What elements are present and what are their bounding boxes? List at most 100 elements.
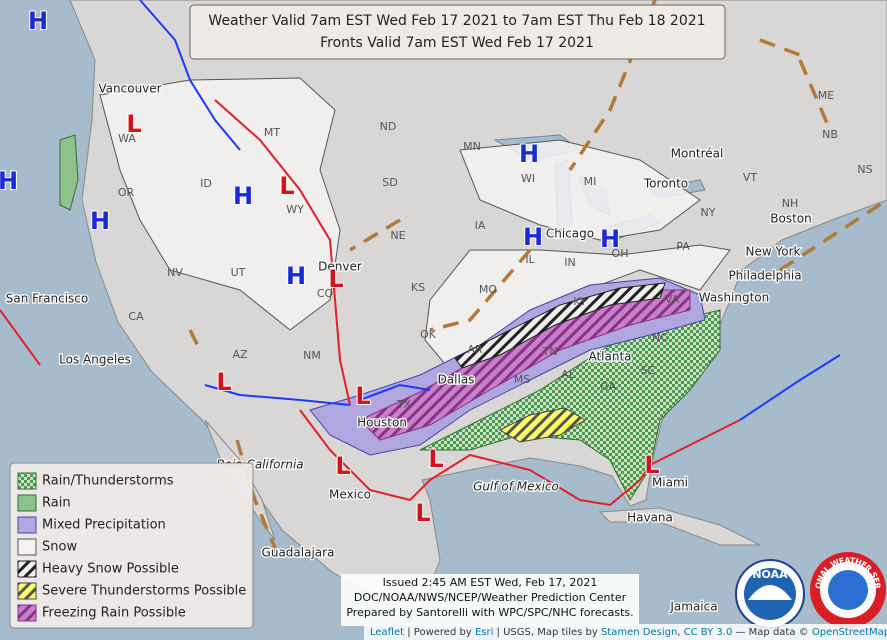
legend-label: Freezing Rain Possible xyxy=(42,606,186,621)
high-pressure: H xyxy=(0,167,18,195)
state-label: TX xyxy=(396,398,412,411)
state-label: ID xyxy=(200,177,212,190)
city-label: Boston xyxy=(770,212,811,226)
state-label: IL xyxy=(525,253,535,266)
state-label: IN xyxy=(564,256,575,269)
attribution-bar xyxy=(364,624,887,640)
state-label: NB xyxy=(822,128,838,141)
state-label: WY xyxy=(286,203,304,216)
legend-box xyxy=(9,462,254,629)
title-line: Weather Valid 7am EST Wed Feb 17 2021 to… xyxy=(208,13,705,29)
legend-swatch xyxy=(17,538,37,556)
state-label: AL xyxy=(561,368,576,381)
state-label: OH xyxy=(612,247,629,260)
attribution-link[interactable]: Esri xyxy=(475,627,493,638)
city-label: Miami xyxy=(652,476,688,490)
state-label: SD xyxy=(382,176,397,189)
attribution-text: , xyxy=(677,627,683,638)
high-pressure: H xyxy=(600,225,620,253)
high-pressure: H xyxy=(523,223,543,251)
city-label: Mexico xyxy=(329,488,371,502)
legend-swatch xyxy=(17,494,37,512)
state-label: UT xyxy=(231,266,246,279)
legend-label: Snow xyxy=(42,540,77,555)
issued-line: Issued 2:45 AM EST Wed, Feb 17, 2021 xyxy=(383,576,598,589)
state-label: ND xyxy=(380,120,397,133)
city-label: Montréal xyxy=(671,147,724,161)
heavy-snow-area xyxy=(454,282,666,369)
noaa-text: NOAA xyxy=(752,568,788,581)
fronts xyxy=(0,0,841,507)
state-label: VA xyxy=(665,293,680,306)
attribution-link[interactable]: OpenStreetMap xyxy=(812,627,887,638)
state-label: MN xyxy=(463,140,481,153)
high-pressure: H xyxy=(90,207,110,235)
legend-swatch xyxy=(17,604,37,622)
low-pressure: L xyxy=(216,368,231,396)
attribution-link[interactable]: CC BY 3.0 xyxy=(684,627,733,638)
legend-label: Rain xyxy=(42,496,71,511)
legend-swatch xyxy=(17,472,37,490)
severe-tstorm-area xyxy=(498,407,586,443)
state-label: NM xyxy=(303,349,321,362)
city-label: Gulf of Mexico xyxy=(473,480,559,494)
state-label: ME xyxy=(818,89,834,102)
city-label: New York xyxy=(746,245,801,259)
state-label: OR xyxy=(118,186,135,199)
legend-swatch xyxy=(17,560,37,578)
attribution: Leaflet | Powered by Esri | USGS, Map ti… xyxy=(370,627,887,638)
state-label: WI xyxy=(521,172,535,185)
state-label: SC xyxy=(641,364,656,377)
noaa-logo: NOAA xyxy=(735,559,805,629)
low-pressure: L xyxy=(415,499,430,527)
state-label: AR xyxy=(467,343,483,356)
high-pressure: H xyxy=(28,7,48,35)
attribution-text: — Map data © xyxy=(732,627,812,638)
high-pressure: H xyxy=(233,182,253,210)
low-pressure: L xyxy=(355,382,370,410)
state-label: MT xyxy=(264,126,280,139)
state-label: TN xyxy=(542,345,558,358)
high-pressure: H xyxy=(519,140,539,168)
legend-label: Rain/Thunderstorms xyxy=(42,474,174,489)
low-pressure: L xyxy=(335,452,350,480)
state-label: PA xyxy=(676,240,690,253)
state-label: AZ xyxy=(232,348,248,361)
cuba xyxy=(598,507,761,546)
state-label: KS xyxy=(411,281,425,294)
city-label: Philadelphia xyxy=(728,269,801,283)
state-label: NC xyxy=(652,331,668,344)
attribution-link[interactable]: Stamen Design xyxy=(601,627,677,638)
state-label: WA xyxy=(118,132,136,145)
city-label: Atlanta xyxy=(588,350,631,364)
state-label: OK xyxy=(420,328,437,341)
city-label: San Francisco xyxy=(6,292,88,306)
legend-swatch xyxy=(17,516,37,534)
city-label: Vancouver xyxy=(98,82,161,96)
city-label: Dallas xyxy=(438,373,475,387)
state-label: CO xyxy=(317,287,334,300)
state-label: IA xyxy=(475,219,486,232)
city-label: Denver xyxy=(318,260,362,274)
city-label: Havana xyxy=(627,511,673,525)
city-label: Guadalajara xyxy=(262,546,335,560)
legend-label: Mixed Precipitation xyxy=(42,518,166,533)
state-label: NH xyxy=(782,197,799,210)
city-label: Los Angeles xyxy=(59,353,131,367)
city-label: Washington xyxy=(699,291,770,305)
state-label: MS xyxy=(514,373,530,386)
attribution-link[interactable]: Leaflet xyxy=(370,627,404,638)
issued-box xyxy=(341,574,639,626)
state-label: MI xyxy=(584,175,597,188)
city-label: Jamaica xyxy=(669,600,717,614)
issued-line: DOC/NOAA/NWS/NCEP/Weather Prediction Cen… xyxy=(354,591,627,604)
attribution-text: | USGS, Map tiles by xyxy=(493,627,601,638)
low-pressure: L xyxy=(644,451,659,479)
state-label: GA xyxy=(600,380,617,393)
high-pressure: H xyxy=(286,262,306,290)
legend-label: Heavy Snow Possible xyxy=(42,562,179,577)
state-label: NV xyxy=(167,266,183,279)
state-label: CA xyxy=(128,310,144,323)
state-label: KY xyxy=(573,295,587,308)
